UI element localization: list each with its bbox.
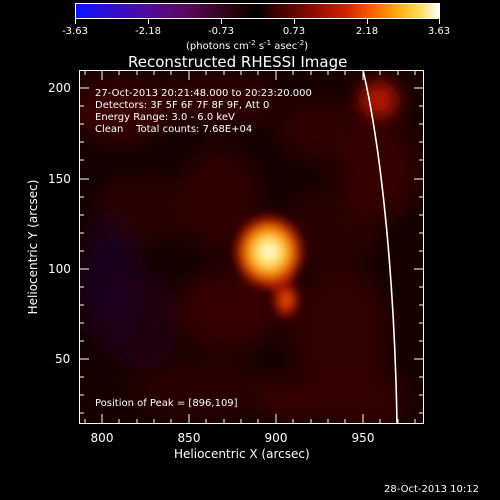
x-tick-label: 800 (90, 431, 114, 445)
colorbar-tick-label: 2.18 (355, 26, 379, 37)
clean-total-counts: Clean Total counts: 7.68E+04 (95, 124, 253, 135)
colorbar-tick-label: 3.63 (427, 26, 451, 37)
colorbar-tick (294, 19, 295, 24)
corner-source (349, 72, 409, 128)
colorbar-tick-label: -0.73 (208, 26, 234, 37)
x-tick-label: 850 (177, 431, 201, 445)
colorbar-tick (148, 19, 149, 24)
y-tick-label: 50 (55, 352, 71, 366)
timestamp: 28-Oct-2013 10:12 (384, 484, 479, 495)
y-tick-label: 200 (48, 81, 71, 95)
colorbar-tick-label: -3.63 (62, 26, 88, 37)
colorbar-unit-label: (photons cm-2 s-1 asec-2) (186, 39, 309, 52)
colorbar (75, 3, 440, 19)
peak-position-label: Position of Peak = [896,109] (95, 398, 238, 409)
colorbar-tick-label: -2.18 (135, 26, 161, 37)
colorbar-tick (439, 19, 440, 24)
image-canvas (79, 70, 424, 424)
peak-source (231, 212, 307, 292)
plot-title: Reconstructed RHESSI Image (128, 53, 348, 71)
colorbar-tick (75, 19, 76, 24)
background-noise (79, 75, 419, 424)
x-axis-label: Heliocentric X (arcsec) (174, 447, 310, 461)
colorbar-tick (221, 19, 222, 24)
observation-time: 27-Oct-2013 20:21:48.000 to 20:23:20.000 (95, 88, 312, 99)
solar-limb (362, 70, 398, 424)
y-axis-label: Heliocentric Y (arcsec) (26, 179, 40, 315)
colorbar-tick-label: 0.73 (282, 26, 306, 37)
x-tick-label: 950 (351, 431, 375, 445)
y-tick-label: 100 (48, 262, 71, 276)
detectors-info: Detectors: 3F 5F 6F 7F 8F 9F, Att 0 (95, 100, 270, 111)
rhessi-image (79, 70, 424, 424)
energy-range: Energy Range: 3.0 - 6.0 keV (95, 112, 235, 123)
y-tick-label: 150 (48, 172, 71, 186)
x-tick-label: 900 (264, 431, 288, 445)
colorbar-tick (367, 19, 368, 24)
